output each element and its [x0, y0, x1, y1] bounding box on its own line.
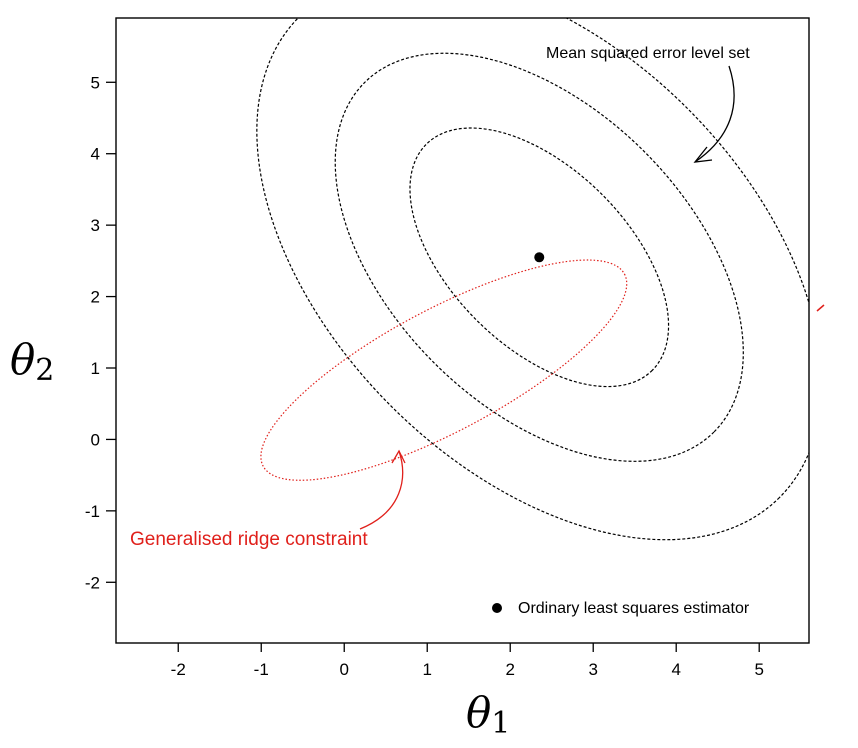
ols-point	[534, 252, 545, 263]
mse-arrow	[694, 65, 735, 163]
stray-red-mark	[816, 304, 825, 312]
y-tick-label: 4	[91, 145, 100, 164]
x-tick-label: 1	[422, 660, 431, 679]
y-tick-label: 5	[91, 73, 100, 92]
y-tick-label: 3	[91, 216, 100, 235]
x-tick-label: -1	[254, 660, 269, 679]
ridge-annotation: Generalised ridge constraint	[130, 529, 368, 550]
x-tick-label: 3	[588, 660, 597, 679]
y-axis-ticks: -2 -1 0 1 2 3 4 5	[85, 73, 116, 592]
legend-ols-label: Ordinary least squares estimator	[518, 600, 750, 617]
mse-level-sets	[256, 18, 809, 541]
y-tick-label: 1	[91, 359, 100, 378]
legend-ols-marker	[492, 603, 502, 613]
mse-arrowhead	[693, 146, 713, 163]
y-tick-label: 2	[91, 288, 100, 307]
x-tick-label: -2	[171, 660, 186, 679]
ridge-constraint-ellipse	[260, 259, 628, 481]
ridge-constraint	[260, 259, 628, 481]
x-axis-ticks: -2 -1 0 1 2 3 4 5	[171, 643, 764, 679]
x-axis-label: θ1	[466, 688, 510, 741]
mse-level-set-ellipse	[409, 127, 670, 388]
x-tick-label: 2	[505, 660, 514, 679]
ridge-arrow	[359, 450, 404, 530]
plot-frame	[115, 17, 810, 644]
mse-level-set-ellipse	[256, 18, 809, 541]
x-tick-label: 0	[339, 660, 348, 679]
x-tick-label: 5	[754, 660, 763, 679]
ols-estimate	[534, 252, 545, 263]
mse-level-set-ellipse	[334, 52, 744, 462]
y-tick-label: -2	[85, 573, 100, 592]
ridge-arrowhead	[391, 449, 406, 464]
mse-annotation: Mean squared error level set	[546, 45, 750, 62]
y-axis-label: θ2	[10, 335, 54, 388]
x-tick-label: 4	[671, 660, 680, 679]
y-tick-label: -1	[85, 502, 100, 521]
y-tick-label: 0	[91, 430, 100, 449]
